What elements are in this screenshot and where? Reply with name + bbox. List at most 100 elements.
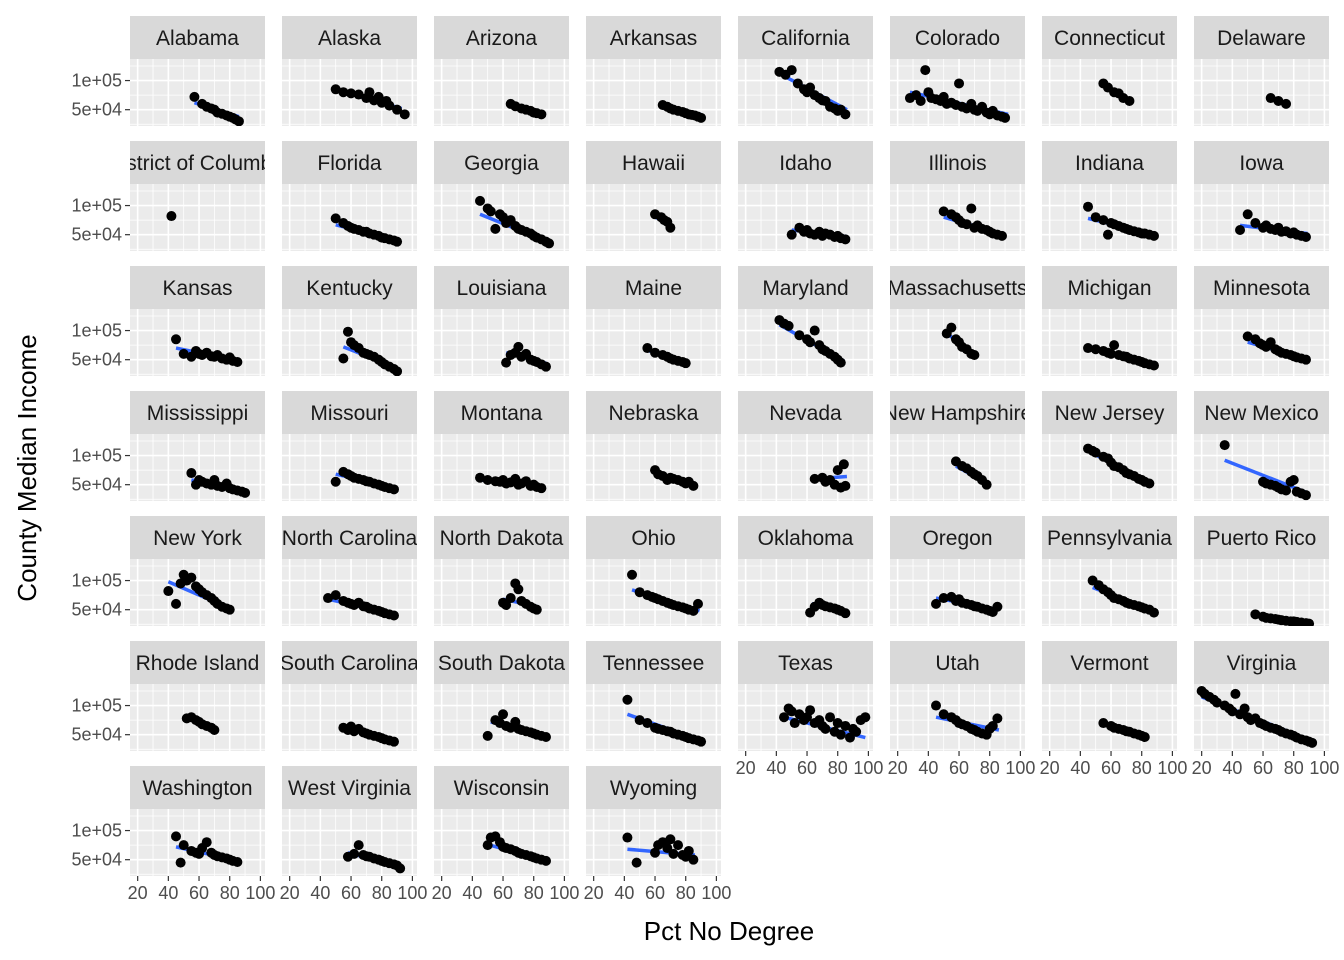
- data-point: [992, 601, 1003, 612]
- gridlines: [586, 434, 721, 501]
- data-point: [338, 353, 349, 364]
- y-tick-label: 5e+04: [71, 850, 122, 870]
- data-point: [189, 91, 200, 102]
- data-point: [232, 857, 243, 868]
- data-point: [680, 358, 691, 369]
- x-tick-label: 40: [310, 883, 330, 903]
- facet-panel-rhode-island: Rhode Island: [130, 641, 265, 751]
- data-points: [657, 100, 707, 123]
- gridlines: [434, 559, 569, 626]
- facet-panel-west-virginia: West Virginia: [282, 766, 417, 876]
- facet-panel-maine: Maine: [586, 266, 721, 376]
- panel-background: [130, 309, 265, 376]
- facet-panel-nebraska: Nebraska: [586, 391, 721, 501]
- gridlines: [738, 434, 873, 501]
- data-point: [1235, 225, 1246, 236]
- gridlines: [130, 309, 265, 376]
- facet-strip-label: Washington: [142, 777, 252, 800]
- data-point: [1148, 607, 1159, 618]
- facet-strip: [282, 766, 417, 809]
- facet-strip-label: Ohio: [631, 527, 675, 550]
- data-point: [330, 84, 341, 95]
- data-point: [1090, 212, 1101, 223]
- gridlines: [282, 184, 417, 251]
- data-points: [1083, 443, 1155, 489]
- facet-panel-hawaii: Hawaii: [586, 141, 721, 251]
- x-tick-label: 40: [158, 883, 178, 903]
- data-points: [642, 343, 691, 369]
- data-point: [1000, 112, 1011, 123]
- facet-strip-label: Nebraska: [609, 402, 699, 425]
- data-point: [485, 206, 496, 217]
- x-tick-label: 20: [584, 883, 604, 903]
- data-point: [668, 848, 679, 859]
- facet-strip: [434, 641, 569, 684]
- data-point: [482, 730, 493, 741]
- data-point: [805, 337, 816, 348]
- facet-strip: [890, 266, 1025, 309]
- data-point: [1124, 95, 1135, 106]
- x-tick-label: 100: [397, 883, 427, 903]
- facet-panel-alaska: Alaska: [282, 16, 417, 126]
- data-point: [395, 863, 406, 874]
- data-points: [650, 209, 676, 233]
- data-point: [392, 104, 403, 115]
- x-tick-label: 80: [1284, 758, 1304, 778]
- data-point: [1219, 440, 1230, 451]
- gridlines: [738, 309, 873, 376]
- facet-strip-label: Montana: [461, 402, 543, 425]
- facet-strip-label: Wyoming: [610, 777, 697, 800]
- x-tick-label: 20: [280, 883, 300, 903]
- facet-strip-label: Colorado: [915, 27, 1000, 50]
- facet-strip-label: Rhode Island: [136, 652, 260, 675]
- facet-panel-colorado: Colorado: [890, 16, 1025, 126]
- data-point: [966, 203, 977, 214]
- data-points: [950, 456, 992, 490]
- data-point: [171, 831, 182, 842]
- data-point: [779, 712, 790, 723]
- facet-strip: [738, 516, 873, 559]
- data-point: [786, 706, 797, 717]
- data-point: [786, 229, 797, 240]
- facet-panel-delaware: Delaware: [1194, 16, 1329, 126]
- data-point: [1083, 201, 1094, 212]
- data-point: [323, 593, 334, 604]
- facet-strip-label: Massachusetts: [887, 277, 1027, 300]
- data-point: [482, 840, 493, 851]
- data-points: [505, 98, 547, 120]
- facet-panel-vermont: Vermont: [1042, 641, 1177, 751]
- data-point: [840, 234, 851, 245]
- facet-panel-maryland: Maryland: [738, 266, 873, 376]
- facet-strip-label: Iowa: [1239, 152, 1284, 175]
- data-point: [673, 840, 684, 851]
- facet-strip: [130, 16, 265, 59]
- data-point: [931, 598, 942, 609]
- data-point: [536, 109, 547, 120]
- panel-background: [1042, 684, 1177, 751]
- x-tick-label: 40: [1222, 758, 1242, 778]
- x-tick-label: 60: [1253, 758, 1273, 778]
- panel-background: [1194, 434, 1329, 501]
- data-point: [820, 723, 831, 734]
- data-point: [996, 230, 1007, 241]
- facet-strip: [130, 141, 265, 184]
- x-tick-label: 60: [189, 883, 209, 903]
- facet-strip: [282, 141, 417, 184]
- data-point: [840, 480, 851, 491]
- facet-strip: [738, 141, 873, 184]
- x-tick-label: 100: [1005, 758, 1035, 778]
- facet-strip-label: Utah: [935, 652, 979, 675]
- facet-strip-label: Puerto Rico: [1207, 527, 1317, 550]
- data-point: [665, 834, 676, 845]
- facet-strip: [1042, 391, 1177, 434]
- data-points: [650, 465, 699, 491]
- data-points: [186, 468, 251, 498]
- y-tick-label: 1e+05: [71, 321, 122, 341]
- facet-strip-label: Wisconsin: [454, 777, 550, 800]
- data-point: [166, 211, 177, 222]
- data-point: [1300, 490, 1311, 501]
- facet-panel-kansas: Kansas: [130, 266, 265, 376]
- data-point: [475, 195, 486, 206]
- data-points: [342, 840, 406, 874]
- data-point: [1281, 98, 1292, 109]
